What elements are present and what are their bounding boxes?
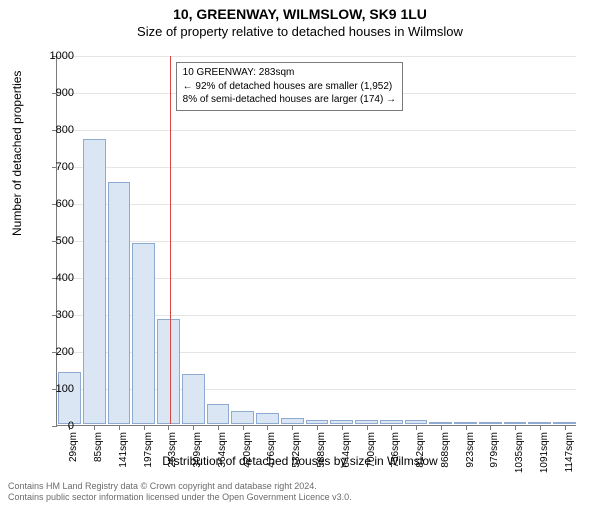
xtick-label: 476sqm <box>266 432 277 492</box>
histogram-bar <box>479 422 502 424</box>
gridline <box>57 56 576 57</box>
xtick-mark <box>391 425 392 430</box>
ytick-label: 0 <box>34 420 74 432</box>
histogram-bar <box>231 411 254 424</box>
xtick-label: 588sqm <box>316 432 327 492</box>
xtick-label: 85sqm <box>93 432 104 492</box>
xtick-mark <box>342 425 343 430</box>
histogram-bar <box>380 420 403 424</box>
ytick-label: 900 <box>34 87 74 99</box>
xtick-label: 756sqm <box>390 432 401 492</box>
histogram-bar <box>553 422 576 424</box>
histogram-bar <box>157 319 180 424</box>
ytick-label: 800 <box>34 124 74 136</box>
xtick-label: 979sqm <box>489 432 500 492</box>
histogram-bar <box>355 420 378 424</box>
xtick-mark <box>94 425 95 430</box>
histogram-bar <box>108 182 131 424</box>
histogram-bar <box>281 418 304 424</box>
xtick-mark <box>565 425 566 430</box>
histogram-bar <box>429 422 452 424</box>
xtick-mark <box>168 425 169 430</box>
xtick-mark <box>466 425 467 430</box>
gridline <box>57 204 576 205</box>
reference-annotation: 10 GREENWAY: 283sqm← 92% of detached hou… <box>176 62 403 111</box>
histogram-bar <box>132 243 155 424</box>
xtick-mark <box>218 425 219 430</box>
histogram-bar <box>306 420 329 424</box>
xtick-label: 420sqm <box>242 432 253 492</box>
xtick-label: 812sqm <box>415 432 426 492</box>
xtick-mark <box>243 425 244 430</box>
xtick-mark <box>317 425 318 430</box>
xtick-label: 29sqm <box>68 432 79 492</box>
xtick-mark <box>490 425 491 430</box>
histogram-bar <box>454 422 477 424</box>
xtick-label: 923sqm <box>465 432 476 492</box>
histogram-chart: 10 GREENWAY: 283sqm← 92% of detached hou… <box>56 56 576 426</box>
histogram-bar <box>405 420 428 424</box>
plot-area: 10 GREENWAY: 283sqm← 92% of detached hou… <box>56 56 576 426</box>
xtick-label: 197sqm <box>143 432 154 492</box>
ytick-label: 1000 <box>34 50 74 62</box>
page-subtitle: Size of property relative to detached ho… <box>0 24 600 39</box>
ytick-label: 400 <box>34 272 74 284</box>
xtick-mark <box>193 425 194 430</box>
xtick-label: 1147sqm <box>564 432 575 492</box>
ytick-label: 700 <box>34 161 74 173</box>
histogram-bar <box>83 139 106 424</box>
reference-annotation-line: 8% of semi-detached houses are larger (1… <box>183 93 396 107</box>
xtick-mark <box>292 425 293 430</box>
xtick-label: 644sqm <box>341 432 352 492</box>
xtick-label: 1091sqm <box>539 432 550 492</box>
histogram-bar <box>58 372 81 424</box>
histogram-bar <box>504 422 527 424</box>
xtick-mark <box>267 425 268 430</box>
xtick-mark <box>119 425 120 430</box>
xtick-label: 364sqm <box>217 432 228 492</box>
histogram-bar <box>256 413 279 424</box>
xtick-label: 309sqm <box>192 432 203 492</box>
ytick-label: 500 <box>34 235 74 247</box>
xtick-label: 141sqm <box>118 432 129 492</box>
reference-line <box>170 56 171 424</box>
xtick-label: 1035sqm <box>514 432 525 492</box>
reference-annotation-line: ← 92% of detached houses are smaller (1,… <box>183 80 396 94</box>
xtick-label: 532sqm <box>291 432 302 492</box>
ytick-label: 100 <box>34 383 74 395</box>
ytick-label: 200 <box>34 346 74 358</box>
xtick-mark <box>416 425 417 430</box>
gridline <box>57 167 576 168</box>
ytick-label: 600 <box>34 198 74 210</box>
gridline <box>57 130 576 131</box>
histogram-bar <box>207 404 230 424</box>
xtick-label: 868sqm <box>440 432 451 492</box>
histogram-bar <box>330 420 353 424</box>
footer-line-2: Contains public sector information licen… <box>8 492 592 503</box>
ytick-label: 300 <box>34 309 74 321</box>
xtick-label: 253sqm <box>167 432 178 492</box>
reference-annotation-line: 10 GREENWAY: 283sqm <box>183 66 396 80</box>
page-title: 10, GREENWAY, WILMSLOW, SK9 1LU <box>0 6 600 22</box>
xtick-mark <box>540 425 541 430</box>
xtick-mark <box>515 425 516 430</box>
y-axis-label: Number of detached properties <box>10 71 24 236</box>
xtick-mark <box>441 425 442 430</box>
xtick-mark <box>144 425 145 430</box>
xtick-label: 700sqm <box>366 432 377 492</box>
xtick-mark <box>367 425 368 430</box>
histogram-bar <box>182 374 205 424</box>
histogram-bar <box>528 422 551 424</box>
